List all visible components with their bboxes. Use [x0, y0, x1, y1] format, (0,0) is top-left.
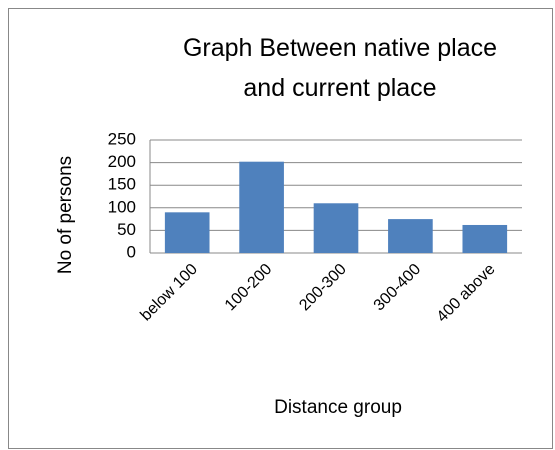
x-axis-label: Distance group [274, 397, 402, 418]
y-tick-label: 100 [108, 197, 136, 216]
bar [388, 219, 433, 253]
bar [239, 161, 284, 253]
y-tick-label: 0 [127, 242, 136, 261]
bar [313, 203, 359, 253]
bar [164, 212, 210, 253]
chart-title: Graph Between native place and current p… [182, 34, 498, 102]
bar [462, 224, 508, 253]
y-axis-label: No of persons [55, 156, 76, 274]
y-tick-label: 250 [108, 129, 136, 148]
y-tick-label: 200 [108, 152, 136, 171]
y-tick-label: 50 [117, 220, 136, 239]
y-tick-label: 150 [108, 175, 136, 194]
